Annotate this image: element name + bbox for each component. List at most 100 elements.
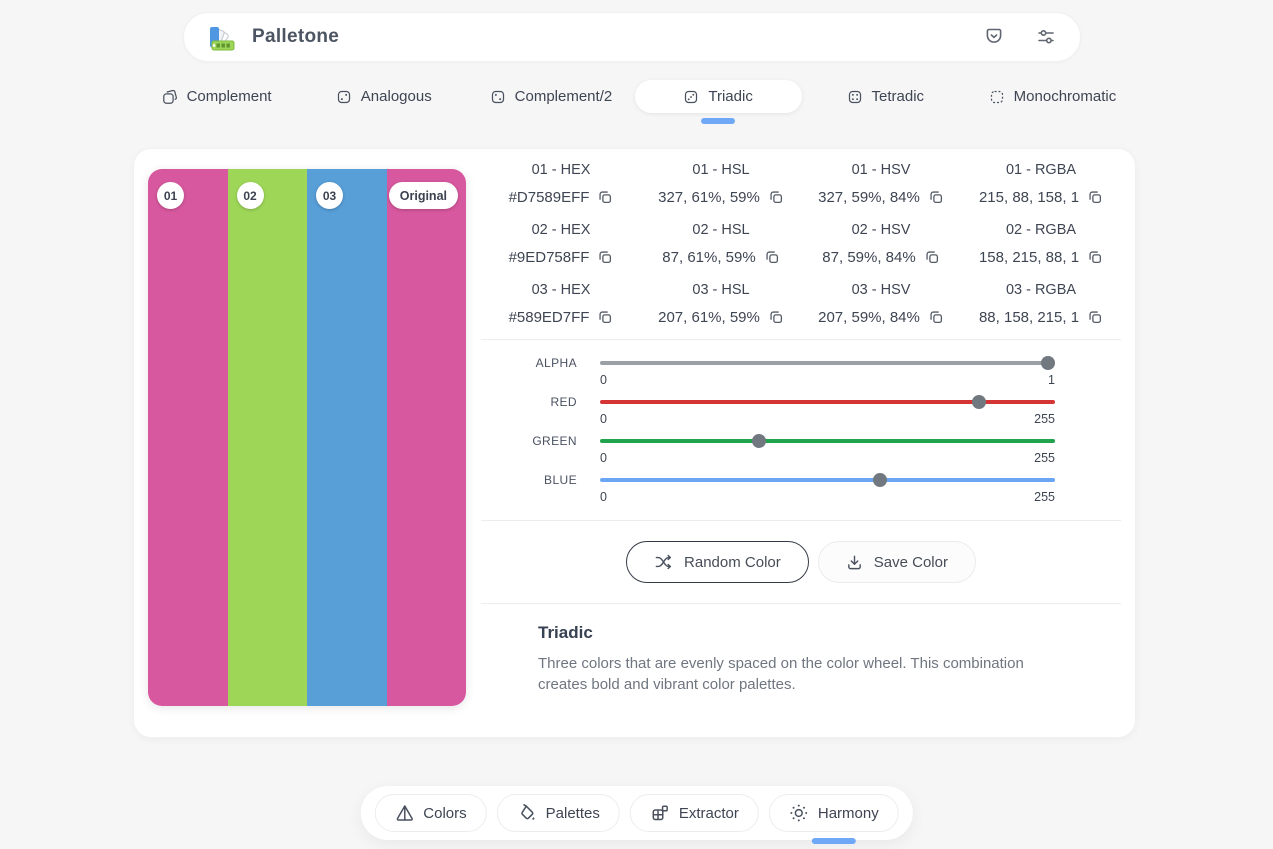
download-icon	[846, 554, 863, 571]
hsv-value: 207, 59%, 84%	[818, 308, 920, 326]
slider-track	[600, 400, 1055, 404]
hex-value: #9ED758FF	[508, 248, 590, 266]
slider-min: 0	[600, 451, 607, 465]
value-label: 01 - RGBA	[1005, 162, 1077, 178]
tab-complement-2[interactable]: Complement/2	[467, 80, 634, 113]
swatch-01-badge: 01	[157, 182, 184, 209]
slider-min: 0	[600, 412, 607, 426]
red-slider-row: RED 0 255	[481, 395, 1121, 426]
triadic-icon	[683, 89, 699, 105]
prism-icon	[394, 803, 414, 823]
hsv-value: 327, 59%, 84%	[818, 188, 920, 206]
active-nav-underline	[811, 838, 856, 844]
tab-tetradic[interactable]: Tetradic	[802, 80, 969, 113]
slider-thumb[interactable]	[1041, 356, 1055, 370]
hsv-value: 87, 59%, 84%	[822, 248, 916, 266]
rgba-value: 158, 215, 88, 1	[978, 248, 1080, 266]
color-actions: Random Color Save Color	[481, 521, 1121, 603]
swatch-original-badge: Original	[388, 182, 458, 209]
slider-label: RED	[550, 395, 577, 409]
swatch-original[interactable]: Original	[386, 169, 466, 706]
app-title: Palletone	[252, 26, 340, 47]
value-label: 03 - RGBA	[1005, 282, 1077, 298]
tab-label: Complement	[186, 88, 272, 105]
tab-monochromatic[interactable]: Monochromatic	[969, 80, 1136, 113]
hsl-value: 327, 61%, 59%	[658, 188, 760, 206]
tab-complement[interactable]: Complement	[133, 80, 300, 113]
section-divider	[481, 339, 1121, 340]
copy-icon[interactable]	[598, 250, 613, 265]
value-group-01: 01 - HEX 01 - HSL 01 - HSV 01 - RGBA #D7…	[481, 159, 1121, 213]
copy-icon[interactable]	[1088, 250, 1103, 265]
save-color-label: Save Color	[873, 553, 948, 571]
slider-track	[600, 361, 1055, 365]
save-color-button[interactable]: Save Color	[817, 541, 976, 583]
active-tab-underline	[701, 118, 736, 124]
hsl-value: 87, 61%, 59%	[662, 248, 756, 266]
random-color-button[interactable]: Random Color	[626, 541, 809, 583]
value-label: 03 - HSV	[851, 282, 911, 298]
swatch-01[interactable]: 01	[148, 169, 228, 706]
nav-colors[interactable]: Colors	[374, 794, 487, 832]
hex-value: #D7589EFF	[508, 188, 590, 206]
bottom-navigation: Colors Palettes Extractor	[360, 786, 913, 844]
green-slider[interactable]	[600, 434, 1055, 448]
value-group-03: 03 - HEX 03 - HSL 03 - HSV 03 - RGBA #58…	[481, 279, 1121, 333]
value-label: 03 - HSL	[692, 282, 750, 298]
rgba-value: 215, 88, 158, 1	[978, 188, 1080, 206]
slider-max: 255	[1034, 490, 1055, 504]
copy-icon[interactable]	[598, 190, 613, 205]
alpha-slider-row: ALPHA 0 1	[481, 356, 1121, 387]
slider-max: 1	[1048, 373, 1055, 387]
slider-label: GREEN	[532, 434, 577, 448]
rgba-value: 88, 158, 215, 1	[978, 308, 1080, 326]
copy-icon[interactable]	[929, 190, 944, 205]
copy-icon[interactable]	[929, 310, 944, 325]
copy-icon[interactable]	[1088, 310, 1103, 325]
value-label: 01 - HEX	[531, 162, 591, 178]
nav-harmony[interactable]: Harmony	[768, 794, 899, 844]
copy-icon[interactable]	[765, 250, 780, 265]
hsl-value: 207, 61%, 59%	[658, 308, 760, 326]
complement-icon	[162, 89, 178, 105]
nav-label: Harmony	[817, 804, 879, 822]
red-slider[interactable]	[600, 395, 1055, 409]
slider-max: 255	[1034, 451, 1055, 465]
monochromatic-icon	[989, 89, 1005, 105]
color-values: 01 - HEX 01 - HSL 01 - HSV 01 - RGBA #D7…	[481, 149, 1121, 333]
harmony-description: Triadic Three colors that are evenly spa…	[481, 604, 1121, 696]
nav-extractor[interactable]: Extractor	[629, 794, 759, 832]
copy-icon[interactable]	[769, 190, 784, 205]
value-label: 02 - HSV	[851, 222, 911, 238]
tab-analogous[interactable]: Analogous	[300, 80, 467, 113]
copy-icon[interactable]	[1088, 190, 1103, 205]
copy-icon[interactable]	[598, 310, 613, 325]
harmony-card: 01 02 03 Original 01 - HEX 01 - HSL 01 -…	[133, 148, 1136, 738]
tab-triadic[interactable]: Triadic	[634, 80, 802, 124]
harmony-icon	[789, 803, 809, 823]
tab-label: Monochromatic	[1013, 88, 1117, 105]
copy-icon[interactable]	[769, 310, 784, 325]
slider-max: 255	[1034, 412, 1055, 426]
slider-min: 0	[600, 373, 607, 387]
preferences-sliders-icon[interactable]	[1034, 25, 1058, 49]
slider-thumb[interactable]	[873, 473, 888, 487]
channel-sliders: ALPHA 0 1 RED	[481, 340, 1121, 520]
description-title: Triadic	[538, 623, 593, 642]
tab-label: Analogous	[360, 88, 432, 105]
pocket-save-icon[interactable]	[982, 25, 1006, 49]
slider-thumb[interactable]	[971, 395, 986, 409]
nav-label: Colors	[423, 804, 467, 822]
swatch-03[interactable]: 03	[307, 169, 387, 706]
nav-palettes[interactable]: Palettes	[496, 794, 620, 832]
slider-thumb[interactable]	[752, 434, 767, 448]
value-label: 02 - HSL	[692, 222, 750, 238]
swatch-02[interactable]: 02	[227, 169, 307, 706]
alpha-slider[interactable]	[600, 356, 1055, 370]
value-label: 01 - HSV	[851, 162, 911, 178]
swatch-02-badge: 02	[236, 182, 264, 209]
tab-label: Triadic	[708, 88, 753, 105]
slider-min: 0	[600, 490, 607, 504]
copy-icon[interactable]	[925, 250, 940, 265]
blue-slider[interactable]	[600, 473, 1055, 487]
